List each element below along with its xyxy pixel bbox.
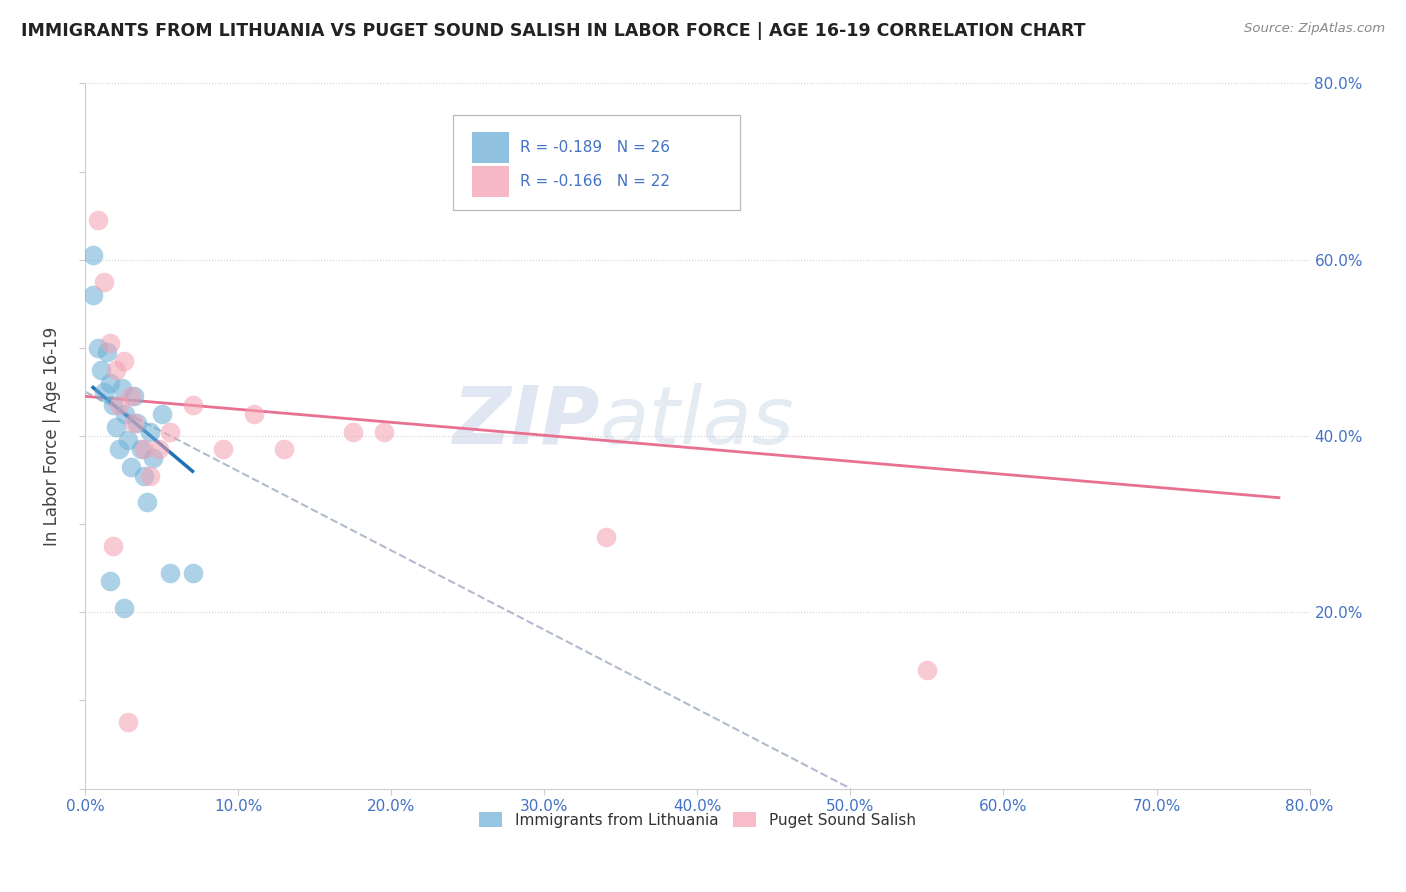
Point xyxy=(82,248,104,262)
Point xyxy=(181,398,204,412)
Point xyxy=(127,416,149,430)
Text: ZIP: ZIP xyxy=(453,383,599,461)
Point xyxy=(86,341,108,355)
Point xyxy=(132,468,155,483)
FancyBboxPatch shape xyxy=(472,166,509,197)
Point xyxy=(138,425,160,439)
Point xyxy=(132,442,155,457)
Point xyxy=(117,715,139,730)
Point xyxy=(101,398,124,412)
Text: R = -0.166   N = 22: R = -0.166 N = 22 xyxy=(520,174,671,189)
Point xyxy=(595,530,617,544)
Point xyxy=(124,389,146,403)
Point xyxy=(135,495,157,509)
Point xyxy=(112,354,135,368)
Point xyxy=(273,442,295,457)
Text: atlas: atlas xyxy=(599,383,794,461)
Point xyxy=(112,600,135,615)
Y-axis label: In Labor Force | Age 16-19: In Labor Force | Age 16-19 xyxy=(44,326,60,546)
Point xyxy=(120,459,142,474)
Point xyxy=(159,425,181,439)
Point xyxy=(93,275,115,289)
Point xyxy=(105,420,128,434)
Point xyxy=(117,434,139,448)
FancyBboxPatch shape xyxy=(472,132,509,163)
Point xyxy=(148,442,170,457)
Point xyxy=(98,574,121,589)
Legend: Immigrants from Lithuania, Puget Sound Salish: Immigrants from Lithuania, Puget Sound S… xyxy=(474,805,922,834)
Point xyxy=(181,566,204,580)
Point xyxy=(915,663,938,677)
Point xyxy=(242,407,264,421)
Point xyxy=(138,468,160,483)
Point xyxy=(105,363,128,377)
Point xyxy=(108,442,131,457)
Point xyxy=(150,407,173,421)
Point xyxy=(120,389,142,403)
Point xyxy=(98,336,121,351)
FancyBboxPatch shape xyxy=(453,115,741,211)
Point xyxy=(111,380,134,394)
Point xyxy=(342,425,364,439)
Text: IMMIGRANTS FROM LITHUANIA VS PUGET SOUND SALISH IN LABOR FORCE | AGE 16-19 CORRE: IMMIGRANTS FROM LITHUANIA VS PUGET SOUND… xyxy=(21,22,1085,40)
Point xyxy=(124,416,146,430)
Point xyxy=(82,288,104,302)
Point xyxy=(142,450,165,465)
Point xyxy=(114,407,136,421)
Point xyxy=(108,398,131,412)
Point xyxy=(373,425,395,439)
Point xyxy=(96,345,118,359)
Point xyxy=(159,566,181,580)
Text: Source: ZipAtlas.com: Source: ZipAtlas.com xyxy=(1244,22,1385,36)
Text: R = -0.189   N = 26: R = -0.189 N = 26 xyxy=(520,140,671,155)
Point xyxy=(98,376,121,390)
Point xyxy=(86,213,108,227)
Point xyxy=(90,363,112,377)
Point xyxy=(129,442,152,457)
Point xyxy=(93,384,115,399)
Point xyxy=(101,539,124,553)
Point xyxy=(212,442,235,457)
